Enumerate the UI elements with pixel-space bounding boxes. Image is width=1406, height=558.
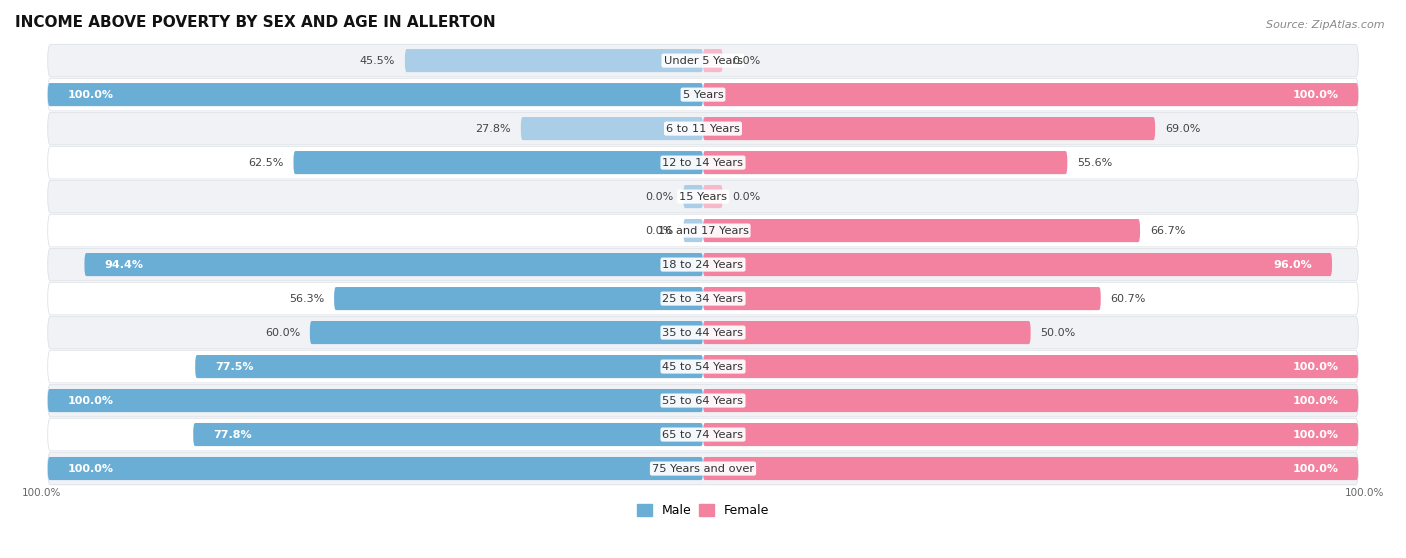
Text: 16 and 17 Years: 16 and 17 Years <box>658 225 748 235</box>
Text: 100.0%: 100.0% <box>67 396 114 406</box>
FancyBboxPatch shape <box>84 253 703 276</box>
FancyBboxPatch shape <box>48 316 1358 349</box>
FancyBboxPatch shape <box>48 44 1358 77</box>
Text: 100.0%: 100.0% <box>1292 90 1339 99</box>
Text: 94.4%: 94.4% <box>104 259 143 270</box>
Text: 100.0%: 100.0% <box>1292 430 1339 440</box>
FancyBboxPatch shape <box>195 355 703 378</box>
Legend: Male, Female: Male, Female <box>631 499 775 522</box>
Text: 100.0%: 100.0% <box>21 488 60 498</box>
Text: 60.0%: 60.0% <box>264 328 299 338</box>
FancyBboxPatch shape <box>48 180 1358 213</box>
FancyBboxPatch shape <box>48 78 1358 111</box>
FancyBboxPatch shape <box>294 151 703 174</box>
Text: 0.0%: 0.0% <box>733 191 761 201</box>
FancyBboxPatch shape <box>48 248 1358 281</box>
Text: 77.5%: 77.5% <box>215 362 253 372</box>
Text: 35 to 44 Years: 35 to 44 Years <box>662 328 744 338</box>
Text: 77.8%: 77.8% <box>212 430 252 440</box>
Text: 0.0%: 0.0% <box>645 191 673 201</box>
FancyBboxPatch shape <box>703 457 1358 480</box>
Text: 66.7%: 66.7% <box>1150 225 1185 235</box>
FancyBboxPatch shape <box>703 185 723 208</box>
FancyBboxPatch shape <box>703 83 1358 106</box>
Text: 65 to 74 Years: 65 to 74 Years <box>662 430 744 440</box>
Text: INCOME ABOVE POVERTY BY SEX AND AGE IN ALLERTON: INCOME ABOVE POVERTY BY SEX AND AGE IN A… <box>15 15 496 30</box>
Text: 60.7%: 60.7% <box>1111 294 1146 304</box>
Text: 56.3%: 56.3% <box>290 294 325 304</box>
FancyBboxPatch shape <box>48 389 703 412</box>
FancyBboxPatch shape <box>48 418 1358 451</box>
FancyBboxPatch shape <box>48 146 1358 179</box>
Text: 55.6%: 55.6% <box>1077 157 1112 167</box>
Text: 6 to 11 Years: 6 to 11 Years <box>666 123 740 133</box>
FancyBboxPatch shape <box>335 287 703 310</box>
Text: 69.0%: 69.0% <box>1166 123 1201 133</box>
Text: 100.0%: 100.0% <box>1292 362 1339 372</box>
Text: 100.0%: 100.0% <box>67 90 114 99</box>
FancyBboxPatch shape <box>703 219 1140 242</box>
Text: Source: ZipAtlas.com: Source: ZipAtlas.com <box>1267 20 1385 30</box>
Text: 45 to 54 Years: 45 to 54 Years <box>662 362 744 372</box>
Text: 100.0%: 100.0% <box>1292 396 1339 406</box>
FancyBboxPatch shape <box>683 185 703 208</box>
FancyBboxPatch shape <box>48 214 1358 247</box>
Text: 0.0%: 0.0% <box>645 225 673 235</box>
Text: 12 to 14 Years: 12 to 14 Years <box>662 157 744 167</box>
FancyBboxPatch shape <box>703 321 1031 344</box>
FancyBboxPatch shape <box>48 282 1358 315</box>
FancyBboxPatch shape <box>703 423 1358 446</box>
Text: 75 Years and over: 75 Years and over <box>652 464 754 474</box>
Text: 18 to 24 Years: 18 to 24 Years <box>662 259 744 270</box>
Text: 50.0%: 50.0% <box>1040 328 1076 338</box>
Text: 45.5%: 45.5% <box>360 56 395 66</box>
FancyBboxPatch shape <box>683 219 703 242</box>
Text: 15 Years: 15 Years <box>679 191 727 201</box>
FancyBboxPatch shape <box>48 457 703 480</box>
Text: 100.0%: 100.0% <box>67 464 114 474</box>
FancyBboxPatch shape <box>703 355 1358 378</box>
Text: 100.0%: 100.0% <box>1346 488 1385 498</box>
FancyBboxPatch shape <box>48 452 1358 485</box>
FancyBboxPatch shape <box>703 287 1101 310</box>
FancyBboxPatch shape <box>703 151 1067 174</box>
Text: 62.5%: 62.5% <box>249 157 284 167</box>
FancyBboxPatch shape <box>520 117 703 140</box>
FancyBboxPatch shape <box>48 83 703 106</box>
Text: 5 Years: 5 Years <box>683 90 723 99</box>
FancyBboxPatch shape <box>703 49 723 72</box>
FancyBboxPatch shape <box>703 117 1156 140</box>
Text: 100.0%: 100.0% <box>1292 464 1339 474</box>
FancyBboxPatch shape <box>193 423 703 446</box>
FancyBboxPatch shape <box>703 253 1331 276</box>
Text: 55 to 64 Years: 55 to 64 Years <box>662 396 744 406</box>
Text: 27.8%: 27.8% <box>475 123 510 133</box>
Text: 0.0%: 0.0% <box>733 56 761 66</box>
Text: 25 to 34 Years: 25 to 34 Years <box>662 294 744 304</box>
FancyBboxPatch shape <box>703 389 1358 412</box>
Text: Under 5 Years: Under 5 Years <box>664 56 742 66</box>
FancyBboxPatch shape <box>405 49 703 72</box>
FancyBboxPatch shape <box>309 321 703 344</box>
FancyBboxPatch shape <box>48 384 1358 417</box>
FancyBboxPatch shape <box>48 112 1358 145</box>
FancyBboxPatch shape <box>48 350 1358 383</box>
Text: 96.0%: 96.0% <box>1274 259 1312 270</box>
